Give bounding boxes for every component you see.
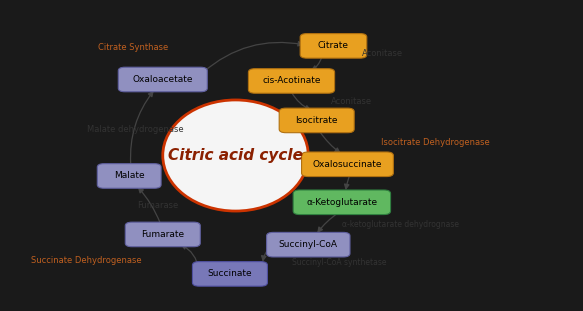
FancyBboxPatch shape	[301, 152, 394, 177]
Text: Citric acid cycle: Citric acid cycle	[168, 148, 303, 163]
Text: Succinate Dehydrogenase: Succinate Dehydrogenase	[31, 256, 142, 265]
Text: cis-Acotinate: cis-Acotinate	[262, 77, 321, 86]
Text: Aconitase: Aconitase	[331, 97, 372, 106]
Text: Fumarase: Fumarase	[138, 201, 179, 210]
Text: Citrate: Citrate	[318, 41, 349, 50]
FancyBboxPatch shape	[125, 222, 201, 247]
Text: Isocitrate Dehydrogenase: Isocitrate Dehydrogenase	[381, 138, 490, 147]
Text: Succinyl-CoA: Succinyl-CoA	[279, 240, 338, 249]
Text: α-ketoglutarate dehydrognase: α-ketoglutarate dehydrognase	[342, 220, 459, 229]
Text: Malate: Malate	[114, 171, 145, 180]
FancyBboxPatch shape	[118, 67, 208, 92]
Text: Fumarate: Fumarate	[141, 230, 184, 239]
FancyBboxPatch shape	[300, 34, 367, 58]
Text: α-Ketoglutarate: α-Ketoglutarate	[306, 198, 377, 207]
Text: Oxalosuccinate: Oxalosuccinate	[312, 160, 382, 169]
Text: Isocitrate: Isocitrate	[296, 116, 338, 125]
FancyBboxPatch shape	[248, 69, 335, 93]
Ellipse shape	[163, 100, 308, 211]
FancyBboxPatch shape	[266, 232, 350, 257]
Text: Succinyl-CoA synthetase: Succinyl-CoA synthetase	[292, 258, 386, 267]
Text: Malate dehydrogenase: Malate dehydrogenase	[87, 125, 184, 134]
Text: Aconitase: Aconitase	[361, 49, 403, 58]
FancyBboxPatch shape	[97, 164, 161, 188]
FancyBboxPatch shape	[293, 190, 391, 215]
Text: Oxaloacetate: Oxaloacetate	[132, 75, 193, 84]
FancyBboxPatch shape	[192, 262, 268, 286]
Text: Citrate Synthase: Citrate Synthase	[99, 43, 168, 52]
Text: Succinate: Succinate	[208, 269, 252, 278]
FancyBboxPatch shape	[279, 108, 354, 133]
